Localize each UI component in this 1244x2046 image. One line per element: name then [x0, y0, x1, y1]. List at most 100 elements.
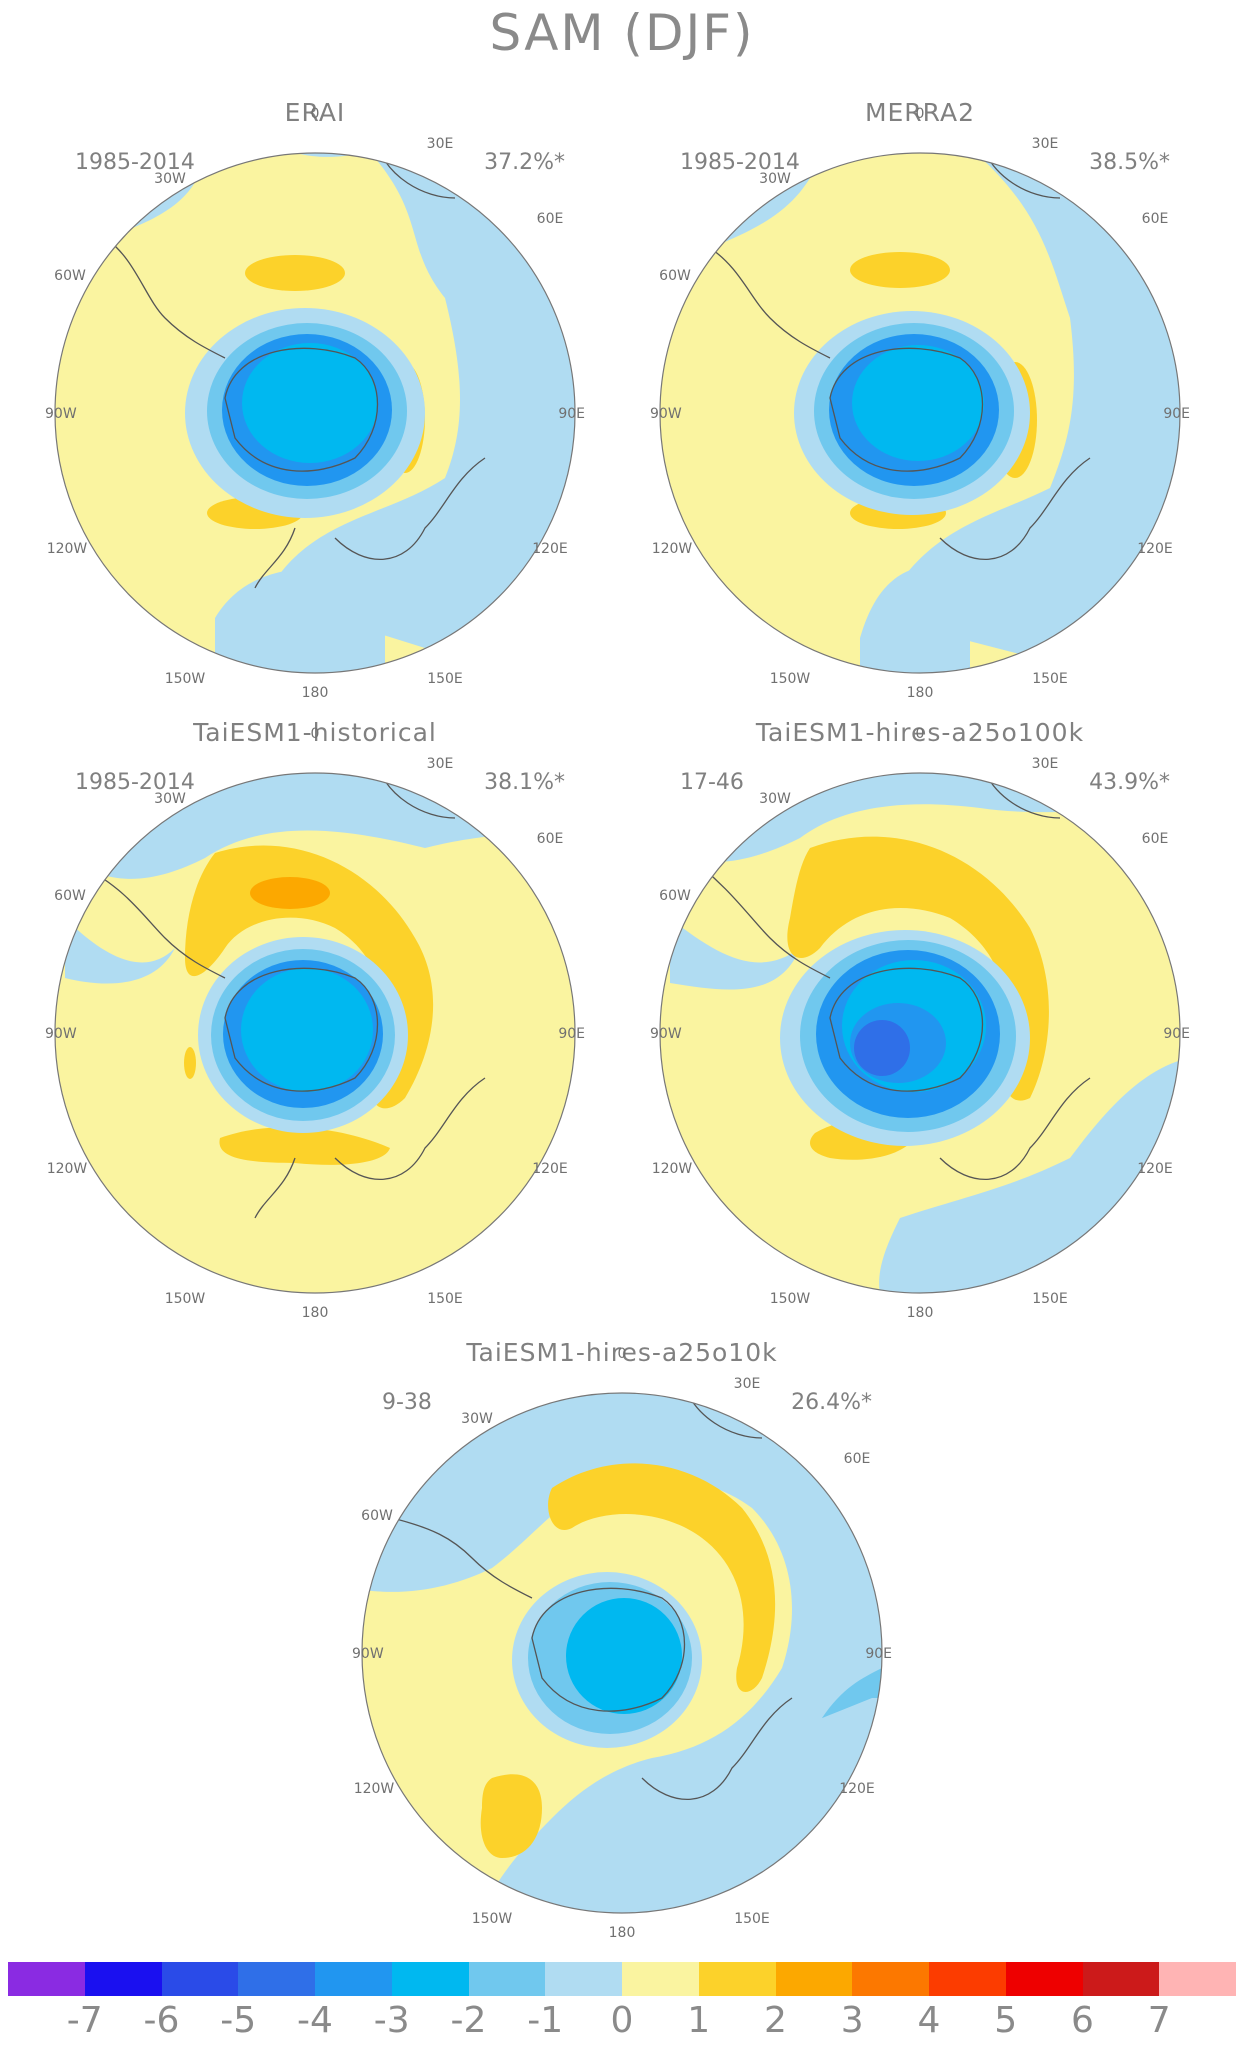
- lon-label: 180: [907, 1305, 934, 1318]
- colorbar-tick-label: 2: [764, 2000, 787, 2041]
- colorbar-cell: [8, 1962, 85, 1996]
- lon-label: 180: [302, 685, 329, 698]
- colorbar-tick-label: -2: [450, 2000, 487, 2041]
- lon-label: 120W: [652, 1161, 693, 1177]
- colorbar-cell: [929, 1962, 1006, 1996]
- lon-label: 150W: [770, 1291, 811, 1307]
- colorbar-cell: [1159, 1962, 1236, 1996]
- lon-label: 0: [311, 726, 320, 742]
- lon-label: 0: [618, 1346, 627, 1362]
- colorbar-cell: [1005, 1962, 1083, 1996]
- lon-label: 120W: [354, 1781, 395, 1797]
- lon-label: 30W: [154, 791, 186, 807]
- variance-percent: 38.5%*: [1089, 150, 1170, 175]
- panel-title: TaiESM1-hires-a25o10k: [466, 1338, 778, 1367]
- lon-label: 120E: [532, 1161, 568, 1177]
- variance-percent: 43.9%*: [1089, 770, 1170, 795]
- colorbar-cell: [852, 1962, 929, 1996]
- map-panel-taiesm1-hires-a25o10k: TaiESM1-hires-a25o10k 9-38 26.4%* 0 30E …: [352, 1338, 892, 1938]
- lon-label: 90W: [45, 1026, 77, 1042]
- lon-label: 0: [916, 726, 925, 742]
- lon-label: 120E: [1137, 1161, 1173, 1177]
- polar-map: 0 30E 60E 90E 120E 150E 180 150W 120W 90…: [650, 726, 1190, 1318]
- lon-label: 90W: [45, 406, 77, 422]
- period-label: 9-38: [382, 1390, 432, 1415]
- lon-label: 90E: [1163, 406, 1190, 422]
- colorbar-tick-label: 4: [917, 2000, 941, 2041]
- lon-label: 60E: [1142, 831, 1169, 847]
- lon-label: 30W: [154, 171, 186, 187]
- colorbar-tick-label: -5: [220, 2000, 257, 2041]
- colorbar-cell: [84, 1962, 162, 1996]
- lon-label: 60W: [659, 888, 691, 904]
- lon-label: 60W: [659, 268, 691, 284]
- lon-label: 0: [916, 106, 925, 122]
- lon-label: 60E: [537, 211, 564, 227]
- colorbar-tick-label: -3: [373, 2000, 410, 2041]
- period-label: 1985-2014: [680, 150, 800, 175]
- lon-label: 60E: [1142, 211, 1169, 227]
- lon-label: 30E: [1032, 136, 1059, 152]
- lon-label: 30W: [759, 171, 791, 187]
- colorbar-cell: [775, 1962, 853, 1996]
- polar-map: 0 30E 60E 90E 120E 150E 180 150W 120W 90…: [45, 106, 585, 698]
- lon-label: 180: [907, 685, 934, 698]
- colorbar-cell: [622, 1962, 699, 1996]
- lon-label: 60W: [361, 1508, 393, 1524]
- lon-label: 30W: [461, 1411, 493, 1427]
- lon-label: 90E: [865, 1646, 892, 1662]
- lon-label: 30W: [759, 791, 791, 807]
- lon-label: 150E: [734, 1911, 770, 1927]
- figure-title: SAM (DJF): [489, 4, 755, 62]
- panel-title: TaiESM1-historical: [193, 718, 437, 747]
- map-panel-erai: ERAI 1985-2014 37.2%* 0 30E 60E 90E: [45, 98, 585, 698]
- panel-title: TaiESM1-hires-a25o100k: [755, 718, 1085, 747]
- colorbar-tick-label: -6: [143, 2000, 180, 2041]
- colorbar-tick-label: -7: [66, 2000, 103, 2041]
- lon-label: 30E: [427, 136, 454, 152]
- lon-label: 180: [609, 1925, 636, 1938]
- colorbar-cell: [698, 1962, 776, 1996]
- lon-label: 150W: [165, 671, 206, 687]
- variance-percent: 37.2%*: [484, 150, 565, 175]
- lon-label: 150W: [770, 671, 811, 687]
- colorbar-tick-label: 6: [1071, 2000, 1094, 2041]
- panel-title: MERRA2: [864, 98, 976, 127]
- colorbar-cell: [315, 1962, 392, 1996]
- lon-label: 60E: [844, 1451, 871, 1467]
- lon-label: 120W: [47, 1161, 88, 1177]
- lon-label: 150E: [427, 671, 463, 687]
- colorbar-tick-label: 3: [840, 2000, 864, 2041]
- lon-label: 90E: [558, 1026, 585, 1042]
- colorbar-cell: [1082, 1962, 1160, 1996]
- lon-label: 0: [311, 106, 320, 122]
- colorbar: [8, 1962, 1236, 1996]
- colorbar-cell: [545, 1962, 622, 1996]
- lon-label: 150W: [472, 1911, 513, 1927]
- lon-label: 120E: [839, 1781, 875, 1797]
- colorbar-tick-label: 0: [610, 2000, 634, 2041]
- colorbar-tick-label: -4: [297, 2000, 333, 2041]
- colorbar-cell: [161, 1962, 239, 1996]
- lon-label: 90W: [650, 406, 682, 422]
- colorbar-cell: [238, 1962, 315, 1996]
- lon-label: 60W: [54, 888, 86, 904]
- polar-map: 0 30E 60E 90E 120E 150E 180 150W 120W 90…: [650, 106, 1190, 698]
- lon-label: 120E: [1137, 541, 1173, 557]
- colorbar-tick-label: 1: [687, 2000, 711, 2041]
- colorbar-tick-label: -1: [527, 2000, 564, 2041]
- panel-title: ERAI: [284, 98, 346, 127]
- lon-label: 60E: [537, 831, 564, 847]
- lon-label: 90E: [1163, 1026, 1190, 1042]
- lon-label: 60W: [54, 268, 86, 284]
- period-label: 1985-2014: [75, 770, 195, 795]
- map-panel-taiesm1-hires-a25o100k: TaiESM1-hires-a25o100k 17-46 43.9%* 0 30…: [650, 718, 1190, 1318]
- lon-label: 150W: [165, 1291, 206, 1307]
- lon-label: 90E: [558, 406, 585, 422]
- map-panel-taiesm1-historical: TaiESM1-historical 1985-2014 38.1%* 0 30…: [45, 718, 585, 1318]
- lon-label: 120E: [532, 541, 568, 557]
- lon-label: 120W: [47, 541, 88, 557]
- lon-label: 120W: [652, 541, 693, 557]
- polar-map: 0 30E 60E 90E 120E 150E 180 150W 120W 90…: [352, 1346, 892, 1938]
- lon-label: 30E: [734, 1376, 761, 1392]
